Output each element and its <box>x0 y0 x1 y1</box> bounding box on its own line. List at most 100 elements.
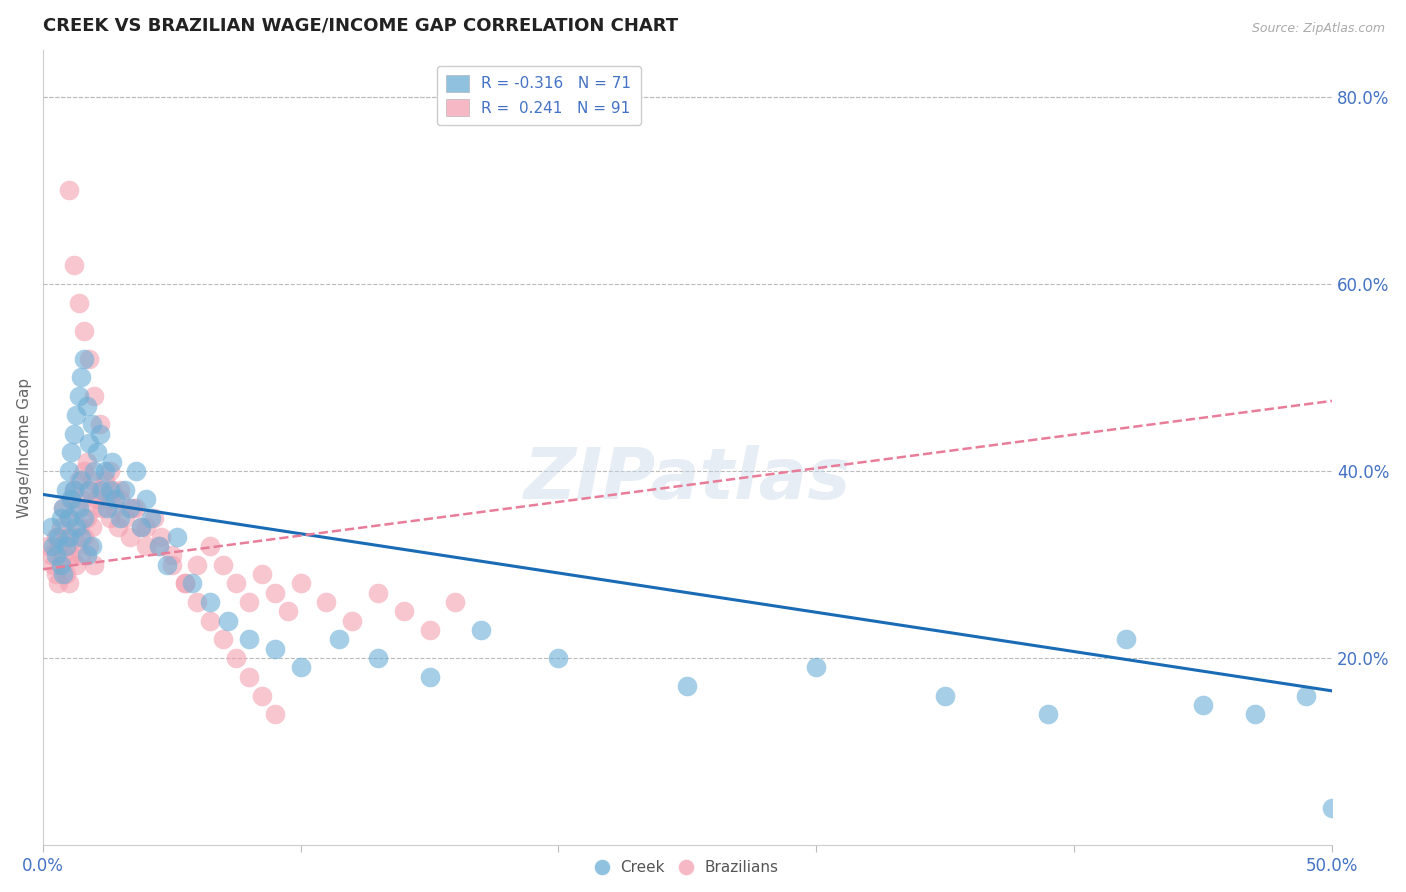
Point <box>1038 707 1060 722</box>
Point <box>52 501 75 516</box>
Point <box>129 520 152 534</box>
Point <box>70 492 93 507</box>
Point <box>89 426 111 441</box>
Point <box>108 492 131 507</box>
Point <box>96 492 118 507</box>
Point <box>65 558 87 572</box>
Point <box>67 389 90 403</box>
Point <box>444 595 467 609</box>
Point <box>290 576 312 591</box>
Point <box>37 539 59 553</box>
Point <box>250 689 273 703</box>
Point <box>419 623 441 637</box>
Point <box>263 707 285 722</box>
Point <box>392 604 415 618</box>
Point <box>58 576 80 591</box>
Point <box>114 483 136 497</box>
Point <box>263 641 285 656</box>
Point <box>367 651 389 665</box>
Point <box>89 417 111 432</box>
Point <box>225 576 247 591</box>
Point <box>1295 689 1317 703</box>
Point <box>76 511 98 525</box>
Text: Source: ZipAtlas.com: Source: ZipAtlas.com <box>1251 22 1385 36</box>
Point <box>419 670 441 684</box>
Point <box>45 566 67 581</box>
Point <box>98 464 121 478</box>
Point <box>93 474 115 488</box>
Point <box>150 529 173 543</box>
Point <box>80 520 103 534</box>
Point <box>340 614 363 628</box>
Point <box>108 483 131 497</box>
Point <box>73 511 96 525</box>
Point <box>160 548 183 562</box>
Point <box>135 539 157 553</box>
Point <box>49 520 72 534</box>
Point <box>120 529 142 543</box>
Point <box>86 445 108 459</box>
Legend: Creek, Brazilians: Creek, Brazilians <box>591 854 785 881</box>
Point <box>70 474 93 488</box>
Point <box>98 511 121 525</box>
Point <box>547 651 569 665</box>
Point <box>55 529 77 543</box>
Point <box>1115 632 1137 647</box>
Point <box>46 576 69 591</box>
Point <box>42 558 65 572</box>
Point <box>217 614 239 628</box>
Point <box>250 566 273 581</box>
Point <box>124 464 146 478</box>
Point <box>122 501 145 516</box>
Point <box>80 539 103 553</box>
Point <box>173 576 195 591</box>
Point <box>470 623 492 637</box>
Point <box>83 501 105 516</box>
Point <box>328 632 350 647</box>
Point <box>367 585 389 599</box>
Point <box>806 660 828 674</box>
Point <box>934 689 956 703</box>
Point <box>52 566 75 581</box>
Point <box>1192 698 1215 712</box>
Point <box>77 539 100 553</box>
Point <box>55 539 77 553</box>
Point <box>238 670 260 684</box>
Point <box>186 558 208 572</box>
Point <box>58 511 80 525</box>
Point <box>76 399 98 413</box>
Point <box>58 183 80 197</box>
Point <box>148 539 170 553</box>
Point <box>45 529 67 543</box>
Point <box>104 492 127 507</box>
Point <box>120 501 142 516</box>
Point <box>73 464 96 478</box>
Point <box>676 679 699 693</box>
Point <box>1243 707 1265 722</box>
Point <box>58 529 80 543</box>
Point <box>135 520 157 534</box>
Point <box>290 660 312 674</box>
Point <box>67 501 90 516</box>
Point <box>104 501 127 516</box>
Point <box>277 604 299 618</box>
Point <box>58 511 80 525</box>
Point <box>181 576 204 591</box>
Point <box>139 511 162 525</box>
Point <box>77 483 100 497</box>
Point <box>45 548 67 562</box>
Point <box>91 501 114 516</box>
Point <box>62 258 84 272</box>
Point <box>77 351 100 366</box>
Point <box>65 408 87 422</box>
Point <box>80 417 103 432</box>
Y-axis label: Wage/Income Gap: Wage/Income Gap <box>17 377 32 517</box>
Point <box>142 511 165 525</box>
Point <box>101 455 124 469</box>
Text: ZIPatlas: ZIPatlas <box>523 445 851 514</box>
Point <box>166 529 188 543</box>
Point <box>42 539 65 553</box>
Point <box>315 595 337 609</box>
Point <box>39 548 62 562</box>
Point <box>39 520 62 534</box>
